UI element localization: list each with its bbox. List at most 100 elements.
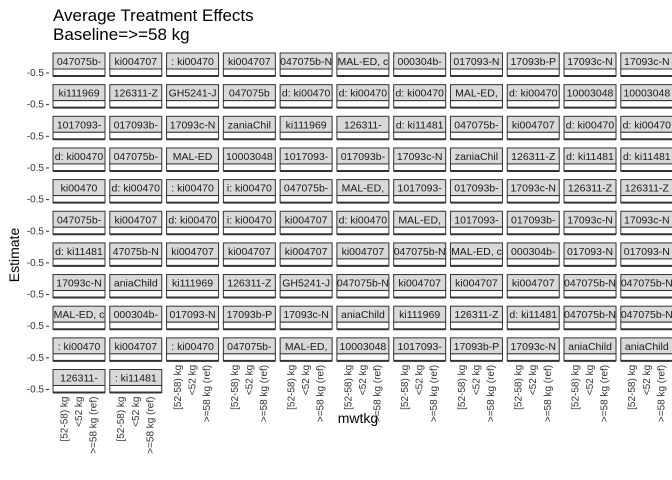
facet-strip-label: ki004707 xyxy=(171,246,214,258)
x-tick-label: >=58 kg (ref) xyxy=(259,365,270,422)
facet-strip-label: 126311-Z xyxy=(114,88,159,100)
facet-panel xyxy=(393,131,447,140)
facet-panel xyxy=(222,290,276,299)
facet-strip-label: ki004707 xyxy=(114,341,157,353)
facet-panel xyxy=(166,290,220,299)
facet-panel xyxy=(222,226,276,235)
facet-panel xyxy=(52,131,106,140)
facet-panel xyxy=(109,195,163,204)
x-tick-label: >=58 kg (ref) xyxy=(316,365,327,422)
facet-strip-label: MAL-ED, c xyxy=(338,56,389,68)
facet-strip-label: 047075b- xyxy=(454,119,499,131)
facet-panel xyxy=(563,258,617,267)
facet-strip-label: ki004707 xyxy=(114,214,157,226)
facet-strip-label: 047075b-N xyxy=(621,278,672,290)
facet-strip-label: d: ki11481 xyxy=(509,309,557,321)
facet-strip-label: 17093b-P xyxy=(227,309,273,321)
facet-strip-label: 1017093- xyxy=(284,151,329,163)
facet-panel xyxy=(109,163,163,172)
facet-strip-label: ki004707 xyxy=(342,246,385,258)
facet-strip-label: 017093b- xyxy=(341,151,386,163)
y-tick-label: -0.5 xyxy=(27,385,45,396)
facet-panel xyxy=(166,195,220,204)
facet-strip-label: d: ki00470 xyxy=(339,214,388,226)
facet-panel xyxy=(222,100,276,109)
x-tick-label: >=58 kg (ref) xyxy=(372,365,383,422)
x-tick-label: >=58 kg (ref) xyxy=(486,365,497,422)
facet-panel xyxy=(506,321,560,330)
facet-strip-label: MAL-ED, xyxy=(455,88,498,100)
y-tick-label: -0.5 xyxy=(27,321,45,332)
facet-strip-label: MAL-ED, xyxy=(398,214,441,226)
y-tick-label: -0.5 xyxy=(27,353,45,364)
facet-strip-label: 17093c-N xyxy=(624,56,670,68)
facet-strip-label: zaniaChil xyxy=(455,151,498,163)
facet-strip-label: aniaChild xyxy=(114,278,158,290)
facet-panel xyxy=(449,195,503,204)
facet-panel xyxy=(279,321,333,330)
facet-strip-label: 17093c-N xyxy=(283,309,329,321)
facet-panel xyxy=(279,226,333,235)
facet-panel xyxy=(279,353,333,362)
facet-panel xyxy=(109,68,163,77)
facet-panel xyxy=(222,131,276,140)
facet-panel xyxy=(449,226,503,235)
facet-panel xyxy=(336,290,390,299)
facet-strip-label: aniaChild xyxy=(568,341,612,353)
facet-panel xyxy=(563,163,617,172)
x-tick-label: >=58 kg (ref) xyxy=(145,397,156,454)
x-tick-label: [52-58) kg xyxy=(230,365,241,410)
facet-panel xyxy=(166,258,220,267)
facet-panel xyxy=(393,321,447,330)
facet-strip-label: d: ki00470 xyxy=(395,88,444,100)
facet-panel xyxy=(109,226,163,235)
facet-strip-label: d: ki00470 xyxy=(566,119,615,131)
facet-panel xyxy=(109,258,163,267)
facet-panel xyxy=(279,100,333,109)
x-tick-label: <52 kg xyxy=(585,365,596,395)
facet-strip-label: d: ki00470 xyxy=(168,214,217,226)
facet-strip-label: ki004707 xyxy=(512,278,555,290)
facet-panel xyxy=(336,163,390,172)
y-tick-label: -0.5 xyxy=(27,163,45,174)
facet-panel xyxy=(506,163,560,172)
facet-panel xyxy=(336,131,390,140)
facet-strip-label: 10003048 xyxy=(567,88,614,100)
facet-strip-label: 047075b-N xyxy=(564,309,616,321)
facet-panel xyxy=(52,100,106,109)
facet-strip-label: ki111969 xyxy=(58,88,99,100)
facet-strip-label: d: ki00470 xyxy=(55,151,104,163)
facet-panel xyxy=(620,68,672,77)
facet-strip-label: aniaChild xyxy=(341,309,385,321)
facet-strip-label: ki00470 xyxy=(61,183,98,195)
facet-strip-label: : ki11481 xyxy=(115,373,157,385)
y-tick-label: -0.5 xyxy=(27,258,45,269)
facet-strip-label: ki004707 xyxy=(285,214,328,226)
facet-strip-label: d: ki11481 xyxy=(396,119,444,131)
facet-panel xyxy=(506,290,560,299)
facet-panel xyxy=(506,195,560,204)
facet-strip-label: 17093b-P xyxy=(454,341,500,353)
facet-strip-label: 10003048 xyxy=(226,151,273,163)
facet-panel xyxy=(52,353,106,362)
facet-panel xyxy=(222,195,276,204)
facet-panel xyxy=(109,290,163,299)
facet-strip-label: zaniaChil xyxy=(228,119,271,131)
facet-panel xyxy=(563,68,617,77)
x-tick-label: <52 kg xyxy=(188,365,199,395)
facet-strip-label: MAL-ED, c xyxy=(54,309,105,321)
facet-strip-label: d: ki11481 xyxy=(55,246,103,258)
facet-strip-label: 017093-N xyxy=(453,56,499,68)
facet-strip-label: d: ki00470 xyxy=(509,88,558,100)
facet-strip-label: ki004707 xyxy=(228,56,271,68)
facet-strip-label: 17093b-P xyxy=(510,56,556,68)
facet-panel xyxy=(109,131,163,140)
x-tick-label: [52-58) kg xyxy=(59,397,70,442)
facet-panel xyxy=(279,258,333,267)
facet-row: ki00470 d: ki00470: ki00470 i: ki00470 0470… xyxy=(27,179,672,206)
facet-strip-label: MAL-ED, xyxy=(342,183,385,195)
x-tick-label: [52-58) kg xyxy=(116,397,127,442)
facet-strip-label: : ki00470 xyxy=(171,183,214,195)
facet-panel xyxy=(506,258,560,267)
x-tick-label: <52 kg xyxy=(642,365,653,395)
